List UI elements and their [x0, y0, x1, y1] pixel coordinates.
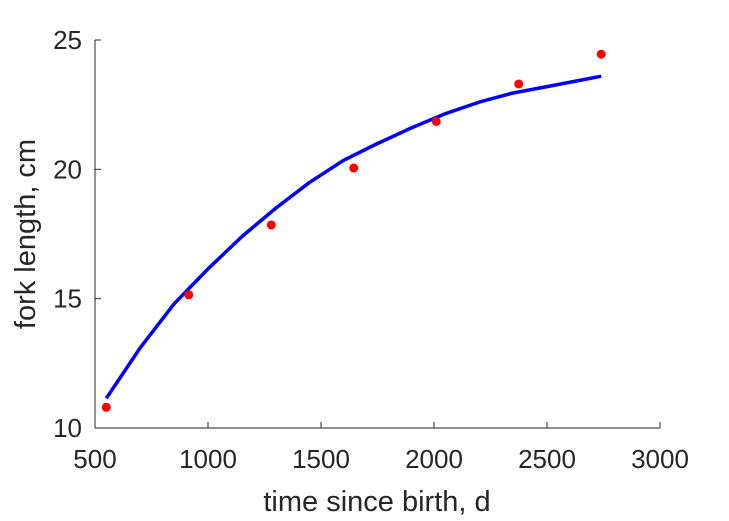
- y-tick-label: 20: [53, 154, 82, 184]
- x-tick-label: 2500: [518, 444, 576, 474]
- plot-area: [101, 49, 606, 412]
- y-tick-label: 15: [53, 284, 82, 314]
- x-tick-label: 500: [73, 444, 116, 474]
- x-tick-label: 1500: [292, 444, 350, 474]
- y-tick-label: 10: [53, 413, 82, 443]
- data-point: [101, 402, 111, 412]
- axes: 500 1000 1500 2000 2500 3000 10 15 20 25: [53, 25, 689, 474]
- data-point: [349, 163, 359, 173]
- x-tick-label: 2000: [405, 444, 463, 474]
- data-point: [596, 49, 606, 59]
- y-axis-label: fork length, cm: [10, 139, 42, 329]
- x-axis-label: time since birth, d: [263, 486, 490, 518]
- x-tick-label: 1000: [179, 444, 237, 474]
- data-point: [184, 290, 194, 300]
- fitted-curve-line: [104, 74, 602, 400]
- x-tick-label: 3000: [631, 444, 689, 474]
- data-point: [431, 116, 441, 126]
- data-point: [266, 220, 276, 230]
- y-tick-label: 25: [53, 25, 82, 55]
- data-point: [514, 79, 524, 89]
